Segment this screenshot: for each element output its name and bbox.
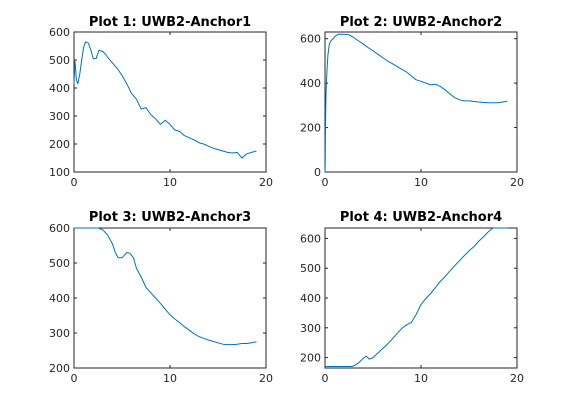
subplot-2-ytick-label-400: 400	[300, 77, 321, 90]
subplot-1-ytick-label-100: 100	[49, 166, 70, 179]
subplot-1-title: Plot 1: UWB2-Anchor1	[89, 15, 251, 30]
subplot-3-ytick-label-200: 200	[49, 362, 70, 375]
subplot-1-series-line	[73, 41, 257, 159]
subplot-1-ytick-label-400: 400	[49, 82, 70, 95]
subplot-4-ytick-label-400: 400	[300, 292, 321, 305]
subplot-4-xtick-label-10: 10	[414, 372, 428, 385]
subplot-1-xtick-label-0: 0	[71, 176, 78, 189]
subplot-2-xtick-label-0: 0	[322, 176, 329, 189]
subplot-3-axes-box	[73, 227, 267, 369]
subplot-3-ytick-label-500: 500	[49, 257, 70, 270]
subplot-4-ytick-label-600: 600	[300, 232, 321, 245]
subplot-2-xtick-label-20: 20	[510, 176, 524, 189]
subplot-1-ytick-label-200: 200	[49, 138, 70, 151]
subplot-4-ytick-label-500: 500	[300, 262, 321, 275]
subplot-2-ytick-label-200: 200	[300, 122, 321, 135]
subplot-3-xtick-label-0: 0	[71, 372, 78, 385]
subplot-2-axes-box	[324, 31, 518, 173]
subplot-2-ytick-label-600: 600	[300, 33, 321, 46]
subplot-3-xtick-label-20: 20	[259, 372, 273, 385]
subplot-4-axes-box	[324, 227, 518, 369]
subplot-4-title: Plot 4: UWB2-Anchor4	[340, 210, 502, 225]
subplot-2-xtick-label-10: 10	[414, 176, 428, 189]
subplot-1-ytick-label-500: 500	[49, 54, 70, 67]
subplot-3-title: Plot 3: UWB2-Anchor3	[89, 210, 251, 225]
subplot-4-ytick-label-300: 300	[300, 322, 321, 335]
subplot-2-title: Plot 2: UWB2-Anchor2	[340, 15, 502, 30]
subplot-2-ytick-label-0: 0	[314, 166, 321, 179]
subplot-4-xtick-label-0: 0	[322, 372, 329, 385]
subplot-4: Plot 4: UWB2-Anchor4 0 10 20 200 300 400 500 60…	[300, 210, 524, 385]
subplot-3-ytick-label-600: 600	[49, 222, 70, 235]
subplot-3-series-line	[74, 227, 257, 346]
subplot-1-xtick-label-20: 20	[259, 176, 273, 189]
subplot-3-xtick-label-10: 10	[163, 372, 177, 385]
subplot-1-ytick-label-300: 300	[49, 110, 70, 123]
subplot-1-ytick-label-600: 600	[49, 26, 70, 39]
subplot-1-xtick-label-10: 10	[163, 176, 177, 189]
subplot-2-series-line	[324, 33, 508, 173]
subplot-3-ytick-label-300: 300	[49, 327, 70, 340]
subplot-4-xtick-label-20: 20	[510, 372, 524, 385]
subplot-4-series-line	[325, 227, 508, 367]
subplot-1-axes-box	[73, 31, 267, 173]
subplot-1: Plot 1: UWB2-Anchor1 0 10 20 100 200 300 400 50…	[49, 15, 273, 189]
subplot-4-ytick-label-200: 200	[300, 352, 321, 365]
subplot-3-ytick-label-400: 400	[49, 292, 70, 305]
subplot-3: Plot 3: UWB2-Anchor3 0 10 20 200 300 400 500 60…	[49, 210, 273, 385]
